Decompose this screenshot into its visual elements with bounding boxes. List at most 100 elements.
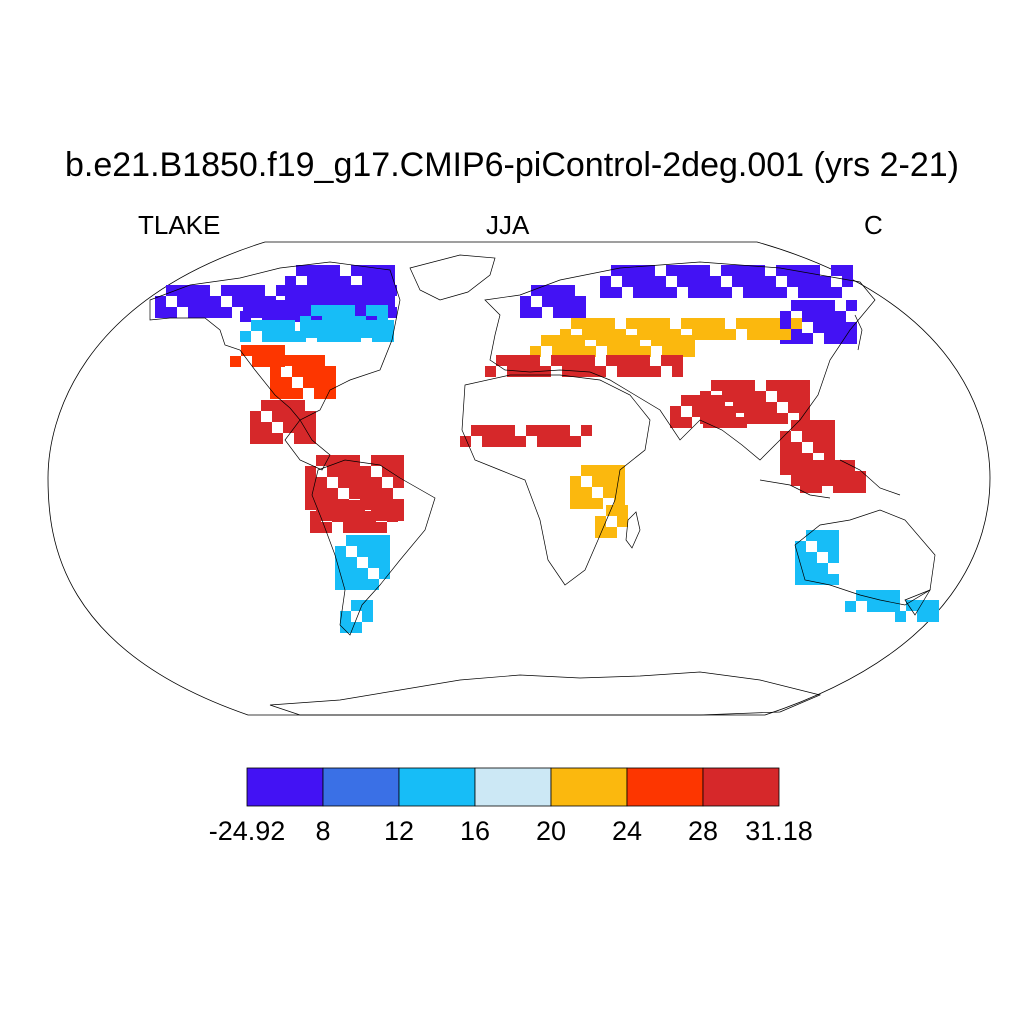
lake-cell-australia <box>889 590 900 601</box>
lake-cell-india-southeast-asia <box>777 380 788 391</box>
season-label: JJA <box>486 210 530 240</box>
lake-cell-mediterranean <box>504 425 515 436</box>
lake-cell-mediterranean <box>559 436 570 447</box>
colorbar-swatch-4 <box>550 767 628 807</box>
coastlines <box>149 254 936 716</box>
lake-cell-siberia <box>611 265 622 276</box>
lake-cell-amazon-basin <box>327 455 338 466</box>
lake-cell-siberia <box>809 276 820 287</box>
lake-cell-amazon-basin <box>294 433 305 444</box>
lake-cell-central-asia <box>615 329 626 340</box>
lake-cell-india-southeast-asia <box>855 482 866 493</box>
lake-cell-india-southeast-asia <box>799 391 810 402</box>
lake-cell-siberia <box>754 287 765 298</box>
lake-cell-siberia <box>754 276 765 287</box>
lake-cell-north-america-mid-latitude <box>240 331 251 342</box>
lake-cell-amazon-basin <box>354 500 365 511</box>
lake-cell-siberia <box>655 276 666 287</box>
lake-cell-amazon-basin <box>360 477 371 488</box>
lake-cell-amazon-basin <box>327 488 338 499</box>
lake-cell-mediterranean <box>617 355 628 366</box>
colorbar-swatch-3 <box>474 767 552 807</box>
lake-cell-siberia <box>564 285 575 296</box>
lake-cell-australia <box>895 611 906 622</box>
lake-cell-north-america-mid-latitude <box>344 327 355 338</box>
lake-cell-east-africa <box>581 487 592 498</box>
lake-cell-central-asia <box>530 346 541 357</box>
lake-cell-north-america-mid-latitude <box>383 320 394 331</box>
lake-cell-india-southeast-asia <box>802 464 813 475</box>
lake-cell-india-southeast-asia <box>799 402 810 413</box>
lake-cell-siberia <box>820 287 831 298</box>
lake-cell-central-asia <box>692 329 703 340</box>
lake-cell-india-southeast-asia <box>833 460 844 471</box>
lake-cell-siberia <box>564 296 575 307</box>
lake-cell-siberia <box>531 285 542 296</box>
lake-cell-siberia <box>824 322 835 333</box>
lake-cell-central-asia <box>618 346 629 357</box>
colorbar-swatch-0 <box>246 767 324 807</box>
lake-cell-siberia <box>743 265 754 276</box>
lake-cell-siberia <box>600 276 611 287</box>
lake-cell-siberia <box>622 276 633 287</box>
lake-cell-east-africa <box>606 505 617 516</box>
lake-cell-central-asia <box>662 335 673 346</box>
lake-cell-central-asia <box>593 329 604 340</box>
lake-cell-east-africa <box>592 498 603 509</box>
lake-cell-siberia <box>846 300 857 311</box>
lake-cell-amazon-basin <box>316 455 327 466</box>
lake-cell-north-america-high-latitude <box>307 265 318 276</box>
lake-cell-india-southeast-asia <box>788 402 799 413</box>
lake-cell-amazon-basin <box>371 510 382 521</box>
lake-cell-australia <box>806 530 817 541</box>
lake-cell-mediterranean <box>714 395 725 406</box>
colorbar-label-0: -24.92 <box>209 816 286 846</box>
lake-cell-eastern-united-states <box>292 388 303 399</box>
lake-cell-siberia <box>813 300 824 311</box>
lake-cell-southern-south-america <box>379 546 390 557</box>
lake-cell-southern-south-america <box>346 535 357 546</box>
lake-cell-east-africa <box>603 487 614 498</box>
lake-cell-central-asia <box>703 318 714 329</box>
lake-cell-central-asia <box>604 318 615 329</box>
lake-cell-mediterranean <box>548 436 559 447</box>
lake-cell-amazon-basin <box>360 499 371 510</box>
lake-cell-north-america-mid-latitude <box>273 331 284 342</box>
lake-cell-eastern-united-states <box>303 366 314 377</box>
lake-cell-amazon-basin <box>250 422 261 433</box>
lake-cell-north-america-mid-latitude <box>333 327 344 338</box>
lake-cell-north-america-mid-latitude <box>333 316 344 327</box>
lake-cell-north-america-high-latitude <box>221 285 232 296</box>
lake-cell-siberia <box>835 322 846 333</box>
lake-cell-north-america-high-latitude <box>340 276 351 287</box>
map-panel <box>47 241 991 716</box>
lake-cell-north-america-mid-latitude <box>251 320 262 331</box>
lake-cell-north-america-high-latitude <box>351 309 362 320</box>
lake-cell-australia <box>917 611 928 622</box>
lake-cell-north-america-mid-latitude <box>344 305 355 316</box>
lake-cell-eastern-united-states <box>325 388 336 399</box>
lake-cell-australia <box>817 530 828 541</box>
lake-cell-mediterranean <box>573 355 584 366</box>
lake-cell-siberia <box>802 311 813 322</box>
lake-cell-east-africa <box>606 527 617 538</box>
lake-cell-india-southeast-asia <box>799 380 810 391</box>
lake-cell-australia <box>806 574 817 585</box>
lake-cell-amazon-basin <box>310 522 321 533</box>
lake-cell-mediterranean <box>518 355 529 366</box>
lake-cell-north-america-mid-latitude <box>383 331 394 342</box>
lake-cell-amazon-basin <box>261 400 272 411</box>
lake-cell-central-asia <box>629 346 640 357</box>
lake-cell-mediterranean <box>551 355 562 366</box>
colorbar-swatch-6 <box>702 767 780 807</box>
lake-cell-central-asia <box>791 318 802 329</box>
lake-cell-siberia <box>813 311 824 322</box>
lake-cell-southern-south-america <box>357 579 368 590</box>
lake-cell-amazon-basin <box>393 466 404 477</box>
lake-cell-siberia <box>824 333 835 344</box>
lake-cell-siberia <box>835 311 846 322</box>
lake-cell-india-southeast-asia <box>722 380 733 391</box>
lake-cell-india-southeast-asia <box>733 402 744 413</box>
lake-cell-siberia <box>754 265 765 276</box>
